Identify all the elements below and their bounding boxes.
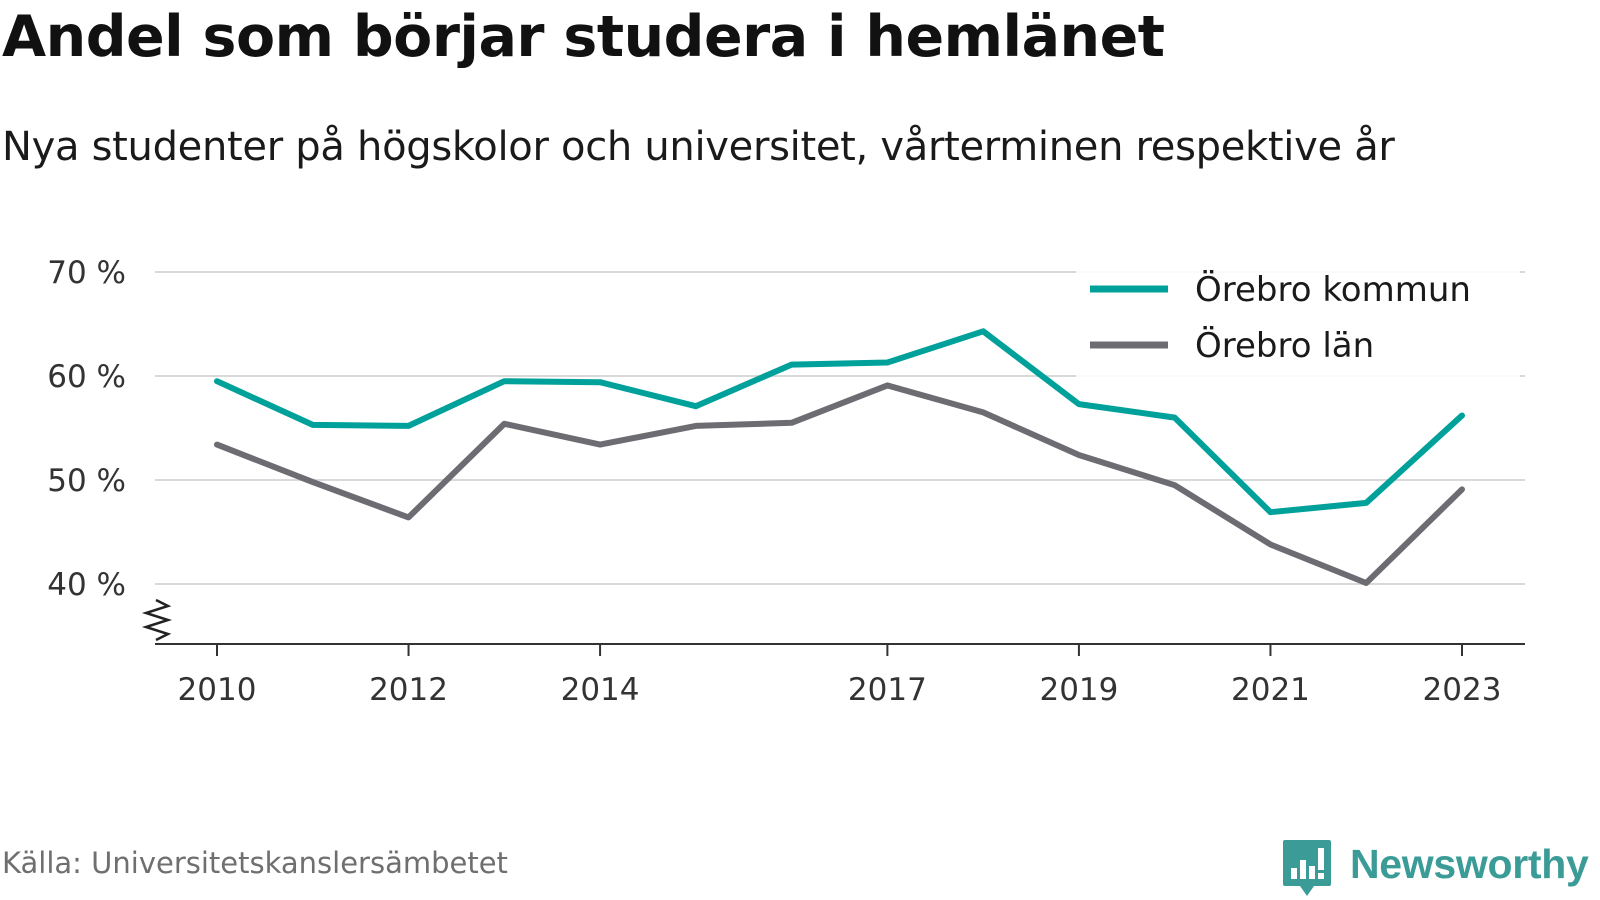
x-tick-label: 2014 — [561, 672, 640, 708]
y-tick-label: 70 % — [47, 255, 126, 291]
x-tick-label: 2021 — [1231, 672, 1310, 708]
axis-break-icon — [141, 598, 173, 642]
y-tick-label: 50 % — [47, 463, 126, 499]
series-line — [214, 328, 1465, 516]
x-tick-label: 2019 — [1039, 672, 1118, 708]
x-axis: 2010 2012 2014 2017 2019 2021 2023 — [155, 643, 1525, 708]
series-lines — [214, 328, 1465, 586]
y-tick-label: 40 % — [47, 567, 126, 603]
legend: Örebro kommun Örebro län — [1076, 262, 1520, 382]
chart-title: Andel som börjar studera i hemlänet — [2, 4, 1165, 70]
x-tick-label: 2010 — [178, 672, 257, 708]
axis-break-zigzag — [141, 598, 173, 642]
line-chart: 40 % 50 % 60 % 70 % 2010 2012 2014 2017 2019 202… — [47, 255, 1525, 708]
source-note: Källa: Universitetskanslersämbetet — [2, 846, 508, 880]
newsworthy-logo-icon — [1283, 840, 1331, 896]
y-axis-tick-labels: 40 % 50 % 60 % 70 % — [47, 255, 126, 603]
brand-logo: Newsworthy — [1282, 838, 1589, 898]
y-tick-label: 60 % — [47, 359, 126, 395]
series-line — [214, 382, 1465, 586]
x-tick-label: 2012 — [369, 672, 448, 708]
legend-label: Örebro län — [1195, 325, 1374, 366]
brand-name: Newsworthy — [1350, 841, 1589, 887]
legend-background — [1076, 262, 1520, 382]
x-tick-label: 2017 — [848, 672, 927, 708]
x-tick-label: 2023 — [1423, 672, 1502, 708]
chart-subtitle: Nya studenter på högskolor och universit… — [2, 124, 1395, 170]
legend-label: Örebro kommun — [1195, 269, 1471, 310]
